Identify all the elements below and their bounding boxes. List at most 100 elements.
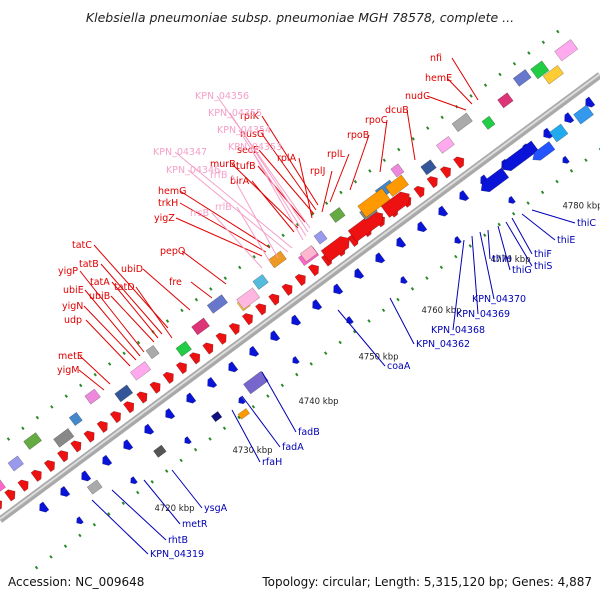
gene-block-shape [549, 123, 569, 143]
gene-arrow [508, 195, 516, 204]
gene-arrow [454, 235, 462, 244]
tick-label: 4760 kbp [421, 306, 461, 316]
gene-label: yigZ [154, 213, 175, 224]
leader-line [78, 369, 105, 391]
leader-line [452, 239, 465, 331]
gene-label: tatD [114, 282, 135, 293]
gene-arrow-shape [215, 332, 227, 345]
gene-block-shape [512, 69, 532, 87]
ruler-dots-upper [34, 147, 600, 570]
gene-block [357, 187, 391, 218]
gene-block-shape [206, 294, 228, 314]
gene-arrow-shape [17, 479, 29, 492]
gene-label: thiS [534, 261, 552, 272]
gene-arrow [294, 273, 306, 287]
gene-label: KPN_04368 [431, 325, 485, 336]
gene-arrow-shape [70, 440, 82, 453]
gene-block [237, 408, 250, 420]
gene-arrow-shape [508, 195, 516, 204]
gene-arrow-shape [57, 450, 69, 463]
gene-arrow [0, 499, 3, 512]
gene-arrow-shape [162, 371, 174, 385]
gene-block-shape [68, 411, 83, 427]
gene-features [0, 39, 596, 525]
gene-block [86, 479, 103, 495]
gene-block-shape [390, 163, 405, 178]
gene-arrow [39, 501, 50, 513]
gene-block-shape [554, 39, 579, 62]
gene-label: KPN_04319 [150, 549, 204, 560]
leader-line [83, 305, 137, 361]
gene-block-shape [86, 479, 103, 495]
gene-label: thiC [577, 218, 596, 229]
leader-line [179, 190, 271, 249]
gene-arrow [354, 267, 365, 279]
gene-arrow [585, 96, 596, 108]
gene-arrow [4, 489, 16, 502]
gene-arrow [238, 396, 246, 405]
gene-arrow-shape [417, 221, 428, 233]
gene-arrow-shape [81, 470, 92, 482]
gene-arrow [532, 141, 556, 161]
gene-arrow [184, 436, 192, 445]
gene-arrow [189, 352, 201, 365]
gene-label: fadB [298, 427, 320, 438]
gene-arrow-shape [175, 362, 187, 375]
tick-label: 4780 kbp [562, 201, 600, 211]
gene-label: rplA [277, 153, 297, 164]
gene-block-shape [481, 115, 496, 130]
gene-block [385, 174, 409, 197]
gene-label: metE [58, 351, 83, 362]
gene-arrow-shape [480, 167, 510, 193]
gene-arrow-shape [96, 420, 108, 433]
gene-arrow [109, 411, 121, 424]
gene-label: rpoB [347, 130, 369, 141]
gene-block-shape [114, 384, 134, 403]
gene-label: rpoC [365, 115, 388, 126]
leader-line [110, 295, 155, 343]
gene-arrow [249, 345, 260, 357]
gene-arrow-shape [307, 264, 319, 277]
gene-label: nusG [240, 129, 264, 140]
gene-arrow [215, 332, 227, 345]
gene-label: rrsB [190, 208, 209, 219]
gene-arrow [292, 356, 300, 365]
leader-line [531, 209, 576, 224]
gene-label: rhtB [168, 535, 188, 546]
gene-block [145, 344, 160, 360]
gene-arrow-shape [270, 330, 281, 342]
gene-arrow [438, 205, 449, 217]
leader-line [298, 157, 313, 219]
gene-arrow [162, 371, 174, 385]
gene-arrow-shape [228, 361, 239, 373]
gene-arrow [564, 112, 575, 124]
gene-label: thiH [492, 254, 512, 265]
gene-arrow-shape [459, 189, 470, 202]
gene-label: thiE [557, 235, 575, 246]
gene-block-shape [145, 344, 160, 360]
gene-arrow-shape [43, 460, 55, 473]
gene-block-shape [451, 112, 473, 133]
gene-arrow-shape [184, 436, 192, 445]
backbone [0, 72, 600, 523]
gene-label: rplL [327, 149, 346, 160]
gene-block [573, 104, 594, 125]
gene-arrow-shape [0, 499, 3, 512]
gene-block [390, 163, 405, 178]
gene-block-shape [385, 174, 409, 197]
gene-arrow [307, 264, 319, 277]
gene-label: ubiE [63, 285, 84, 296]
gene-arrow [81, 470, 92, 482]
leader-line [406, 109, 416, 161]
leader-line [84, 289, 141, 357]
gene-block [299, 245, 318, 263]
leader-line [261, 115, 319, 206]
gene-arrow-shape [144, 423, 155, 435]
gene-label: yigP [58, 266, 78, 277]
leader-line [171, 469, 203, 509]
gene-arrow-shape [438, 205, 449, 217]
gene-arrow [241, 313, 253, 326]
gene-label: nudC [405, 91, 430, 102]
gene-arrow [202, 342, 214, 355]
gene-arrow-shape [241, 313, 253, 326]
